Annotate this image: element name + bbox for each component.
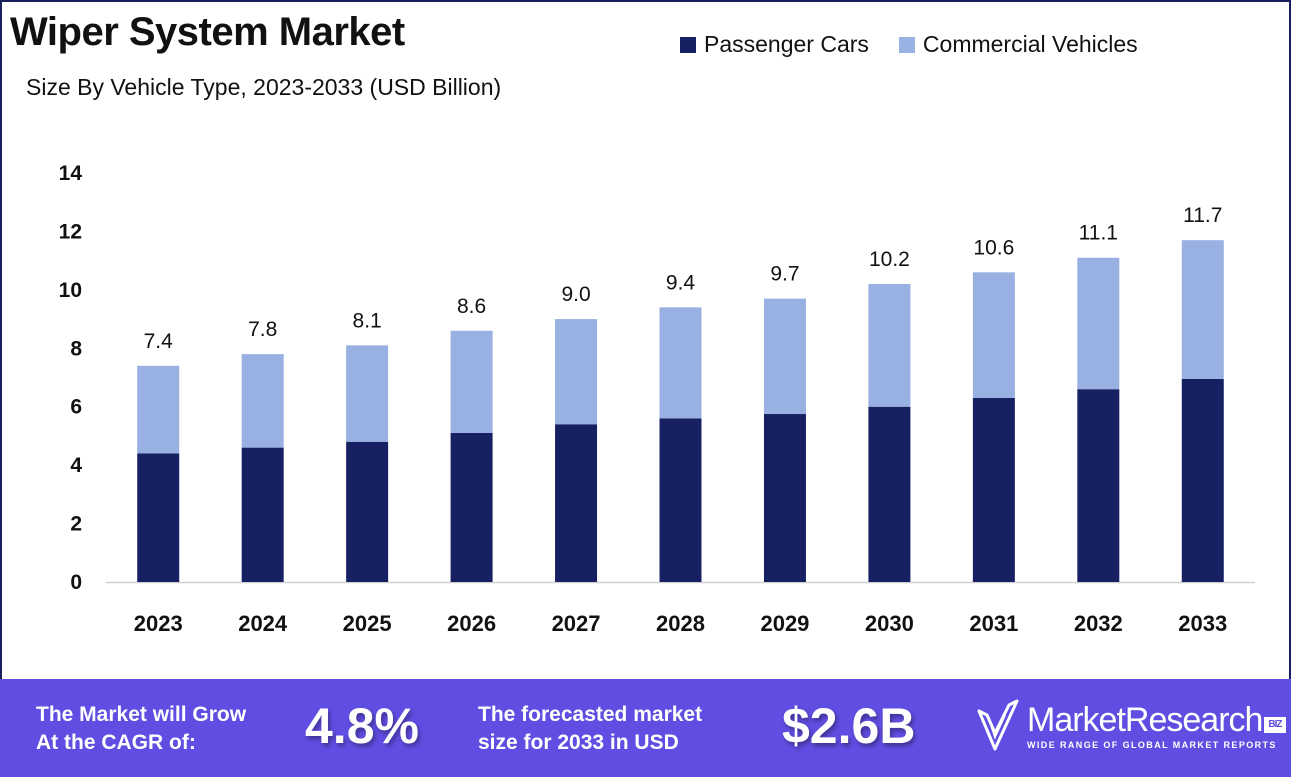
bar-commercial-vehicles: [346, 345, 389, 442]
logo-tagline: WIDE RANGE OF GLOBAL MARKET REPORTS: [1027, 740, 1277, 750]
data-label-total: 7.4: [144, 330, 174, 353]
bar-commercial-vehicles: [659, 307, 702, 419]
data-label-total: 7.8: [248, 318, 277, 341]
brand-logo: MarketResearch BIZ WIDE RANGE OF GLOBAL M…: [975, 697, 1286, 755]
legend-item-passenger-cars: Passenger Cars: [680, 31, 869, 58]
x-tick-label: 2032: [1074, 611, 1123, 636]
y-tick-label: 4: [70, 454, 82, 477]
y-tick-label: 10: [59, 279, 82, 302]
bar-commercial-vehicles: [241, 354, 284, 448]
x-tick-label: 2031: [969, 611, 1018, 636]
x-tick-label: 2027: [552, 611, 601, 636]
bar-commercial-vehicles: [555, 319, 598, 425]
legend-swatch-commercial-vehicles: [898, 36, 915, 53]
bar-passenger-cars: [1181, 378, 1224, 582]
data-label-total: 9.4: [666, 271, 696, 294]
x-tick-label: 2033: [1178, 611, 1227, 636]
x-tick-label: 2026: [447, 611, 496, 636]
bar-commercial-vehicles: [972, 272, 1015, 398]
bar-commercial-vehicles: [1077, 257, 1120, 390]
data-label-total: 8.1: [353, 309, 382, 332]
bar-passenger-cars: [450, 433, 493, 582]
legend-item-commercial-vehicles: Commercial Vehicles: [898, 31, 1138, 58]
bar-passenger-cars: [555, 424, 598, 582]
chart-subtitle: Size By Vehicle Type, 2023-2033 (USD Bil…: [26, 74, 502, 100]
forecast-value: $2.6B: [782, 698, 916, 754]
forecast-caption-line1: The forecasted market: [478, 703, 703, 726]
legend: Passenger Cars Commercial Vehicles: [680, 31, 1168, 58]
bar-passenger-cars: [972, 397, 1015, 582]
logo-check-icon: [977, 699, 1019, 751]
data-label-total: 11.1: [1079, 222, 1118, 245]
data-label-total: 10.2: [869, 248, 910, 271]
x-tick-label: 2028: [656, 611, 705, 636]
bar-chart: 0 2 4 6 8 10 12 14 7.4 2023 7.8 2024 8.1 2025 8.6 2026 9…: [59, 162, 1255, 636]
x-tick-label: 2030: [865, 611, 914, 636]
cagr-value: 4.8%: [305, 698, 419, 754]
legend-label-passenger-cars: Passenger Cars: [704, 31, 869, 57]
chart-title: Wiper System Market: [10, 10, 405, 54]
x-tick-label: 2025: [343, 611, 392, 636]
bar-passenger-cars: [346, 441, 389, 582]
bar-commercial-vehicles: [868, 284, 911, 407]
cagr-caption-line1: The Market will Grow: [36, 703, 247, 726]
data-label-total: 9.0: [561, 283, 590, 306]
x-tick-label: 2024: [238, 611, 288, 636]
chart-frame: [0, 0, 1291, 679]
bar-passenger-cars: [868, 406, 911, 582]
bar-passenger-cars: [763, 414, 806, 582]
cagr-caption-line2: At the CAGR of:: [36, 731, 196, 754]
x-tick-label: 2029: [760, 611, 809, 636]
bar-commercial-vehicles: [137, 365, 180, 454]
y-tick-label: 14: [59, 162, 83, 185]
bar-passenger-cars: [1077, 389, 1120, 582]
bar-commercial-vehicles: [1181, 240, 1224, 379]
data-label-total: 11.7: [1183, 204, 1222, 227]
cagr-caption: The Market will Grow At the CAGR of:: [36, 701, 246, 757]
logo-name-wrap: MarketResearch BIZ: [1027, 702, 1286, 738]
y-tick-label: 12: [59, 220, 82, 243]
x-tick-label: 2023: [134, 611, 183, 636]
data-label-total: 9.7: [770, 263, 799, 286]
data-label-total: 8.6: [457, 295, 486, 318]
logo-name: MarketResearch: [1027, 701, 1263, 739]
y-tick-label: 0: [70, 571, 82, 594]
logo-badge: BIZ: [1264, 717, 1286, 733]
summary-banner: The Market will Grow At the CAGR of: 4.8…: [0, 679, 1291, 777]
bar-passenger-cars: [659, 418, 702, 582]
bar-passenger-cars: [137, 453, 180, 582]
legend-label-commercial-vehicles: Commercial Vehicles: [922, 31, 1138, 57]
y-tick-label: 2: [70, 513, 82, 536]
logo-text: MarketResearch BIZ WIDE RANGE OF GLOBAL M…: [1027, 702, 1286, 750]
bar-commercial-vehicles: [450, 330, 493, 434]
data-label-total: 10.6: [973, 236, 1014, 259]
forecast-caption-line2: size for 2033 in USD: [478, 731, 679, 754]
y-tick-label: 6: [70, 396, 82, 419]
bar-passenger-cars: [241, 447, 284, 582]
forecast-caption: The forecasted market size for 2033 in U…: [478, 701, 702, 757]
legend-swatch-passenger-cars: [680, 36, 696, 53]
bar-commercial-vehicles: [763, 298, 806, 415]
y-tick-label: 8: [70, 337, 82, 360]
